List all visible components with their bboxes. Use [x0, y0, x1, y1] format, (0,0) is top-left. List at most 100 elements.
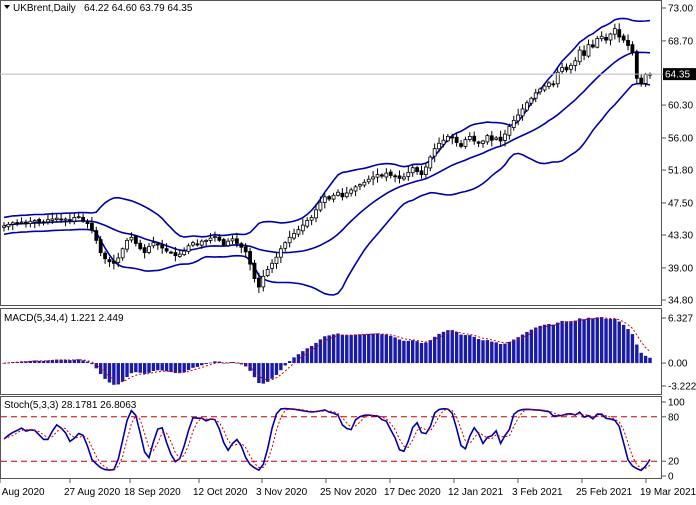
- candle-body: [542, 85, 547, 91]
- stoch-tick-label: 0: [668, 472, 674, 483]
- macd-bar: [617, 321, 621, 364]
- macd-tick-label: 0.00: [668, 359, 688, 370]
- candle-body: [160, 244, 165, 249]
- macd-bar: [283, 363, 287, 366]
- macd-bar: [147, 363, 151, 373]
- time-tick-label: 25 Feb 2021: [576, 487, 633, 498]
- candle-body: [639, 77, 644, 85]
- macd-bar: [55, 359, 59, 364]
- bollinger-middle-line: [3, 51, 651, 254]
- candle-body: [573, 60, 578, 66]
- candle-body: [230, 238, 235, 242]
- macd-bar: [46, 360, 50, 364]
- bollinger-bands: [3, 17, 651, 296]
- candle-body: [305, 220, 310, 227]
- candle-body: [89, 222, 94, 231]
- macd-bar: [323, 336, 327, 364]
- candle-body: [256, 277, 261, 288]
- candle-body: [371, 176, 376, 180]
- macd-bar: [279, 363, 283, 371]
- stoch-tick-label: 80: [668, 412, 680, 423]
- candle-body: [525, 102, 529, 111]
- symbol-dropdown-icon[interactable]: [4, 5, 10, 9]
- macd-bar: [200, 363, 204, 366]
- macd-bar: [41, 360, 46, 364]
- candle-body: [520, 108, 525, 117]
- candle-body: [217, 236, 222, 241]
- candle-body: [103, 252, 107, 260]
- candle-body: [568, 64, 573, 70]
- time-tick-label: 12 Oct 2020: [193, 487, 248, 498]
- candle-body: [278, 248, 283, 258]
- macd-bar: [349, 334, 353, 364]
- time-tick-label: 3 Nov 2020: [256, 487, 308, 498]
- price-panel-frame: [0, 0, 662, 306]
- macd-bar: [270, 363, 274, 379]
- candle-body: [423, 166, 428, 175]
- macd-bar: [512, 339, 516, 364]
- macd-bar: [112, 363, 116, 385]
- macd-bar: [599, 317, 604, 364]
- candle-body: [511, 119, 516, 128]
- candle-body: [612, 28, 617, 35]
- macd-bar: [63, 359, 68, 364]
- price-tick-label: 47.50: [668, 198, 693, 209]
- macd-bar: [103, 363, 107, 379]
- macd-bar: [608, 319, 613, 364]
- macd-bar: [77, 359, 81, 364]
- candle-body: [538, 88, 543, 93]
- candle-body: [327, 196, 332, 200]
- candle-body: [72, 217, 77, 222]
- macd-bar: [613, 318, 617, 364]
- candle-body: [344, 192, 349, 198]
- macd-bar: [415, 341, 419, 364]
- macd-bar: [208, 362, 213, 364]
- candle-body: [292, 233, 296, 239]
- macd-label: MACD(5,34,4) 1.221 2.449: [4, 313, 124, 324]
- macd-bar: [621, 324, 626, 364]
- candle-body: [120, 248, 125, 259]
- macd-bar: [226, 362, 230, 364]
- macd-bar: [125, 363, 129, 378]
- candle-body: [340, 192, 345, 198]
- macd-bar: [134, 363, 138, 373]
- macd-bar: [59, 359, 63, 364]
- candle-body: [177, 253, 182, 257]
- candle-body: [503, 133, 507, 141]
- macd-bar: [516, 337, 520, 364]
- candle-body: [564, 66, 569, 71]
- macd-bar: [362, 334, 367, 364]
- candle-body: [111, 260, 116, 264]
- candle-body: [208, 237, 213, 241]
- candle-body: [226, 240, 231, 247]
- macd-bar: [235, 362, 239, 364]
- candle-body: [182, 250, 187, 256]
- stoch-tick-label: 100: [668, 398, 685, 409]
- candle-body: [314, 209, 318, 219]
- time-tick-label: 18 Sep 2020: [124, 487, 181, 498]
- macd-bar: [432, 336, 437, 364]
- macd-bar: [340, 334, 345, 364]
- macd-bar: [138, 363, 142, 373]
- candle-body: [107, 259, 112, 263]
- candle-body: [428, 156, 433, 169]
- macd-bar: [397, 339, 402, 364]
- candle-body: [516, 114, 521, 122]
- time-tick-label: 27 Aug 2020: [64, 487, 121, 498]
- macd-bar: [222, 362, 226, 364]
- macd-bar: [195, 363, 200, 367]
- candle-body: [384, 172, 389, 178]
- candle-body: [296, 229, 301, 235]
- candle-body: [485, 135, 490, 143]
- candle-body: [406, 171, 411, 177]
- macd-bar: [358, 334, 362, 364]
- candle-body: [274, 256, 279, 264]
- stoch-tick-label: 20: [668, 457, 680, 468]
- candle-body: [221, 239, 226, 246]
- macd-bar: [428, 340, 432, 364]
- price-tick-label: 39.00: [668, 263, 693, 274]
- candle-body: [621, 35, 626, 41]
- macd-bar: [639, 352, 643, 364]
- candle-body: [81, 216, 86, 222]
- macd-bar: [529, 329, 534, 364]
